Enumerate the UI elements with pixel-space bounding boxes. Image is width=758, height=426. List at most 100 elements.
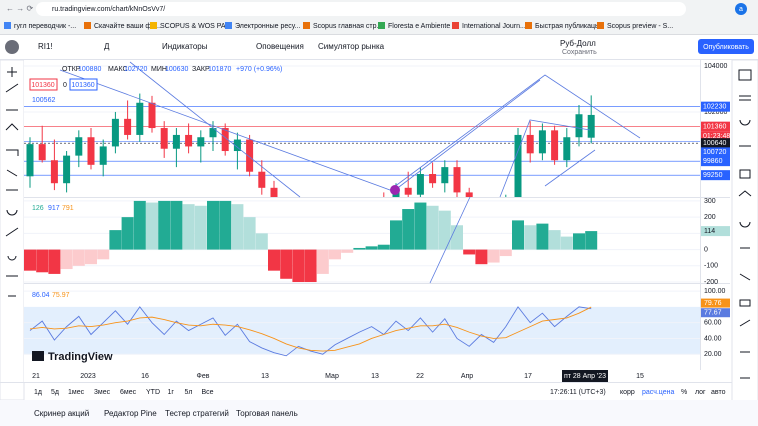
line-series — [29, 306, 592, 357]
symbol[interactable]: RI1! — [38, 42, 53, 51]
price-label: 102230 — [703, 104, 726, 111]
histogram-bar — [377, 244, 390, 250]
user-icon[interactable] — [5, 40, 19, 54]
save[interactable]: Сохранить — [562, 49, 597, 56]
bookmark[interactable]: Скачайте ваши фа... — [94, 22, 161, 30]
y-tick-label: 104000 — [704, 63, 727, 70]
avatar[interactable] — [735, 3, 747, 15]
alert-marker[interactable] — [390, 185, 400, 195]
histogram-bar — [219, 200, 232, 250]
panel-tab[interactable]: Торговая панель — [236, 409, 298, 418]
y-tick-label: 300 — [704, 198, 716, 205]
price-label-box — [701, 101, 730, 112]
range-button[interactable]: Все — [202, 389, 214, 396]
candle-body — [233, 139, 241, 152]
logo: TradingView — [48, 351, 113, 363]
range-button[interactable]: 6мес — [120, 389, 137, 396]
price-label-box — [701, 147, 730, 158]
candle-body — [136, 102, 144, 135]
divider — [0, 59, 758, 60]
price-label-box — [701, 170, 730, 181]
line-series — [29, 306, 592, 352]
indicators[interactable]: Индикаторы — [162, 42, 208, 51]
candle-body — [87, 137, 95, 165]
replay[interactable]: Симулятор рынка — [318, 42, 385, 51]
histogram-bar — [158, 200, 171, 250]
pane-divider — [24, 283, 730, 284]
histogram-bar — [560, 236, 573, 250]
bookmark-icon — [525, 22, 532, 29]
url: ru.tradingview.com/chart/kNnOsVv7/ — [52, 6, 165, 13]
bookmark-icon — [303, 22, 310, 29]
bookmark[interactable]: гугл переводчик -... — [14, 23, 76, 30]
rsi-value: 86.04 — [32, 292, 50, 299]
countdown-box — [701, 131, 730, 141]
scale-option[interactable]: расч.цена — [642, 389, 674, 396]
scale-option[interactable]: корр — [620, 389, 635, 396]
bookmark[interactable]: SCOPUS & WOS PA... — [160, 23, 231, 30]
bookmark[interactable]: Scopus главная стр... — [313, 23, 382, 30]
candle-body — [526, 134, 534, 154]
candle-body — [465, 192, 473, 197]
alerts[interactable]: Оповещения — [256, 42, 304, 51]
candle-body — [160, 128, 168, 149]
candle-body — [453, 167, 461, 193]
bookmark[interactable]: International Journ... — [462, 23, 526, 30]
range-button[interactable]: 1г — [168, 389, 175, 396]
candle-body — [221, 128, 229, 152]
widget-bar — [731, 59, 758, 426]
x-tick-label: 21 — [32, 373, 40, 380]
panel-tab[interactable]: Тестер стратегий — [165, 409, 229, 418]
histogram-bar — [512, 220, 524, 250]
bookmark[interactable]: Электронные ресу... — [235, 23, 300, 30]
x-tick-label: Апр — [461, 373, 473, 380]
nav-buttons[interactable]: ← → ⟳ — [6, 4, 33, 13]
candle-body — [124, 118, 132, 135]
buy-box[interactable] — [69, 78, 98, 91]
legend-high: 102720 — [124, 66, 147, 73]
scale-option[interactable]: авто — [711, 389, 726, 396]
bookmark-icon — [225, 22, 232, 29]
x-tick-label: 2023 — [80, 373, 96, 380]
sell-box[interactable] — [29, 78, 58, 91]
time-axis — [24, 370, 730, 382]
osc-value: 917 — [48, 205, 60, 212]
layout[interactable]: Руб-Долл — [560, 39, 596, 48]
panel-tab[interactable]: Редактор Pine — [104, 409, 157, 418]
bookmark[interactable]: Floresta e Ambiente — [388, 23, 450, 30]
interval[interactable]: Д — [104, 42, 110, 51]
x-tick-label: Фев — [197, 373, 210, 380]
range-button[interactable]: 1мес — [68, 389, 85, 396]
range-button[interactable]: 1д — [34, 389, 42, 396]
candle-body — [429, 174, 437, 184]
publish-button[interactable] — [698, 39, 754, 54]
candle-body — [99, 146, 107, 165]
osc-value: 126 — [32, 205, 44, 212]
candle-body — [587, 114, 595, 138]
price-label: 99250 — [703, 172, 723, 179]
bookmark[interactable]: Быстрая публикаць... — [535, 22, 605, 30]
scale-option[interactable]: лог — [695, 389, 706, 396]
price-label-box — [701, 121, 730, 132]
bookmark-icon — [84, 22, 91, 29]
range-button[interactable]: 5л — [185, 389, 193, 396]
legend-close: 101870 — [208, 66, 231, 73]
range-button[interactable]: 5д — [51, 389, 59, 396]
trendlines — [59, 61, 641, 284]
sell: 101360 — [31, 82, 54, 89]
tool-icons[interactable] — [5, 67, 19, 297]
address-bar[interactable] — [36, 2, 686, 16]
histogram-bar — [548, 230, 561, 250]
scale-option[interactable]: % — [681, 389, 687, 396]
bookmark-icon — [378, 22, 385, 29]
price-label: 100720 — [703, 149, 726, 156]
range-button[interactable]: 3мес — [94, 389, 111, 396]
panel-tab[interactable]: Скринер акций — [34, 409, 89, 418]
price-axis-border — [700, 60, 701, 382]
widget-icons[interactable] — [738, 69, 752, 379]
legend-close-label: ЗАКР — [192, 66, 210, 73]
bookmark[interactable]: Scopus preview - S... — [607, 23, 673, 30]
histogram-bar — [207, 200, 219, 250]
x-tick-label: пт 28 Апр '23 — [564, 373, 606, 380]
range-button[interactable]: YTD — [146, 389, 160, 396]
